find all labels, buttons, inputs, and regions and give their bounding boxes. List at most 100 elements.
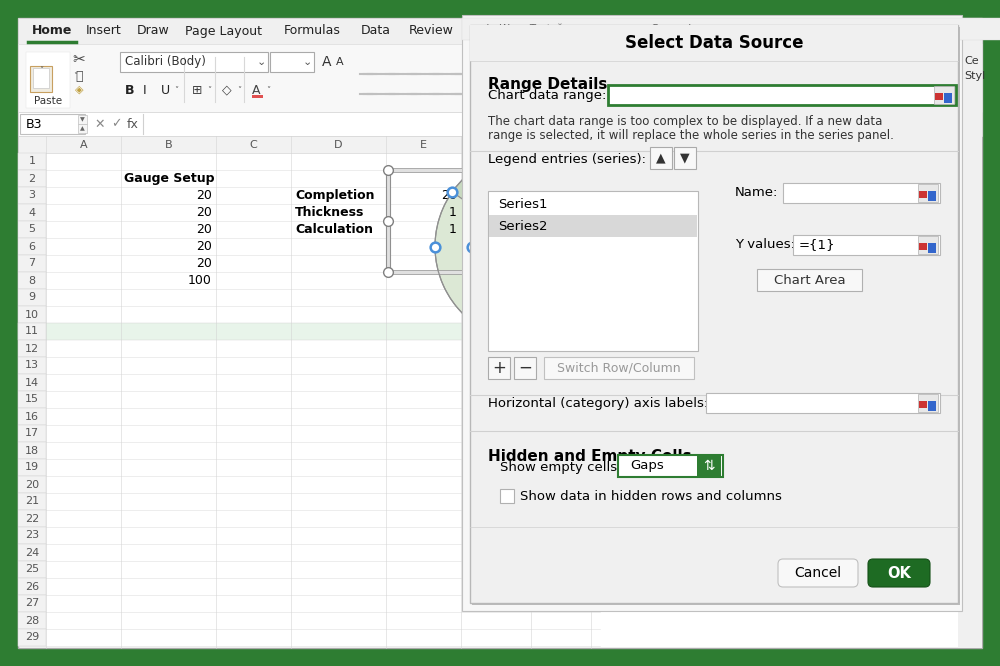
Bar [608,85,956,105]
Bar [18,187,46,204]
Text: Horizontal (category) axis labels:: Horizontal (category) axis labels: [488,396,708,410]
Bar [18,595,46,612]
Text: ▲: ▲ [80,127,84,131]
Text: ˅: ˅ [73,71,77,81]
Text: 12: 12 [25,344,39,354]
Bar [18,18,982,44]
Text: Switch Row/Column: Switch Row/Column [557,362,681,374]
Text: General: General [650,24,691,34]
Text: Chart data range:: Chart data range: [488,89,606,101]
Bar [18,425,46,442]
Bar [18,527,46,544]
Text: I: I [143,83,147,97]
Text: U: U [161,83,170,97]
Bar [928,243,936,253]
Text: 20: 20 [196,257,212,270]
Bar [252,95,263,98]
Text: 14: 14 [25,378,39,388]
Bar [489,193,697,215]
Bar [30,66,52,92]
Bar [500,489,514,503]
Bar [919,401,927,408]
Bar [928,401,936,411]
Text: Home: Home [32,25,72,37]
Bar [270,52,314,72]
Text: Gauge Setup: Gauge Setup [124,172,214,185]
Text: 11: 11 [25,326,39,336]
Text: ▲: ▲ [656,151,666,165]
Bar [386,170,390,272]
Text: 27: 27 [25,599,39,609]
Text: ⌄: ⌄ [256,57,266,67]
Text: ▼: ▼ [80,117,84,123]
Text: 25: 25 [25,565,39,575]
Bar [18,408,46,425]
Text: The chart data range is too complex to be displayed. If a new data: The chart data range is too complex to b… [488,115,882,128]
Wedge shape [452,151,530,213]
Text: Series2: Series2 [498,220,548,232]
Bar [18,289,46,306]
Text: Name:: Name: [735,186,778,200]
Bar [958,18,982,648]
Bar [618,455,723,477]
Text: 7: 7 [28,258,36,268]
Text: Select Data Source: Select Data Source [625,34,803,52]
Text: Chart Area: Chart Area [774,274,845,286]
Bar [18,323,21,340]
Text: Paste: Paste [34,96,62,106]
Text: ˅: ˅ [174,85,178,95]
Bar [935,93,943,100]
Text: ˅: ˅ [73,55,77,65]
Bar [386,270,486,274]
Wedge shape [435,192,530,342]
Bar [514,357,536,379]
Bar [18,204,46,221]
Text: Chart Design: Chart Design [517,25,599,37]
Bar [544,357,694,379]
Bar [18,153,46,170]
Bar [918,184,938,202]
Bar [18,340,46,357]
Text: 24: 24 [25,547,39,557]
Text: Gaps: Gaps [630,460,664,472]
Text: Completion: Completion [295,189,374,202]
Text: 20: 20 [196,223,212,236]
Text: Show data in hidden rows and columns: Show data in hidden rows and columns [520,490,782,503]
Bar [470,25,958,61]
Text: Calculation: Calculation [295,223,373,236]
Text: 20: 20 [441,189,457,202]
Bar [488,357,510,379]
Bar [674,147,696,169]
Text: 15: 15 [25,394,39,404]
Bar [18,238,46,255]
Text: 26: 26 [25,581,39,591]
Bar [489,215,697,237]
Bar [934,86,954,104]
Text: 3: 3 [28,190,36,200]
Bar [783,183,940,203]
Text: 1: 1 [449,206,457,219]
Text: ✕: ✕ [95,117,105,131]
Bar [18,544,46,561]
Text: 5: 5 [28,224,36,234]
Bar [470,25,958,603]
Bar [462,18,1000,40]
Text: Range Details: Range Details [488,77,607,92]
Text: fx: fx [127,117,139,131]
Bar [18,391,46,408]
Bar [919,191,927,198]
Bar [928,191,936,201]
Text: range is selected, it will replace the whole series in the series panel.: range is selected, it will replace the w… [488,129,894,142]
Bar [944,93,952,103]
Bar [18,221,46,238]
Text: 19: 19 [25,462,39,472]
Bar [18,629,46,646]
Text: B: B [125,83,134,97]
Text: Styl: Styl [964,71,985,81]
Bar [18,306,46,323]
Text: Calibri (Body): Calibri (Body) [125,55,206,69]
Text: ˅: ˅ [207,85,211,95]
Bar [757,269,862,291]
Bar [18,112,982,136]
Text: ◈: ◈ [75,85,83,95]
